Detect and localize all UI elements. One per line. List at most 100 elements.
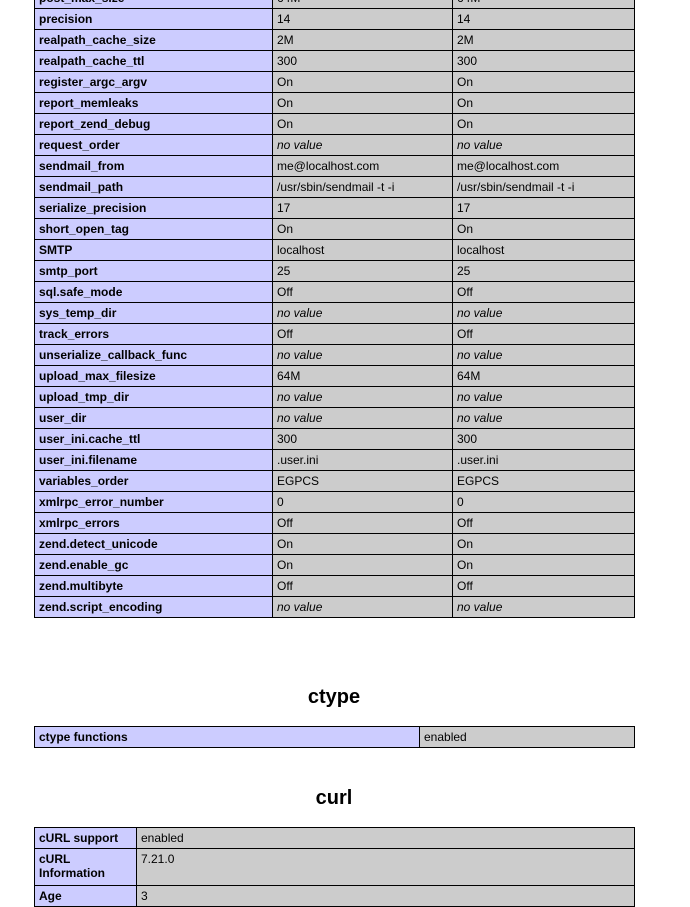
master-value: On: [452, 71, 635, 93]
table-row: zend.detect_unicode On On: [34, 533, 635, 555]
master-value: 64M: [452, 365, 635, 387]
master-value: On: [452, 533, 635, 555]
ctype-table: ctype functions enabled: [34, 726, 635, 748]
no-value: no value: [457, 411, 503, 425]
local-value: 64M: [272, 365, 453, 387]
local-value: On: [272, 218, 453, 240]
directive-name: sys_temp_dir: [34, 302, 273, 324]
local-value: Off: [272, 512, 453, 534]
directive-name: zend.multibyte: [34, 575, 273, 597]
directive-name: xmlrpc_error_number: [34, 491, 273, 513]
local-value: Off: [272, 281, 453, 303]
no-value: no value: [457, 306, 503, 320]
directive-name: smtp_port: [34, 260, 273, 282]
local-value: On: [272, 533, 453, 555]
master-value: Off: [452, 323, 635, 345]
table-row: realpath_cache_size 2M 2M: [34, 29, 635, 51]
directive-name: realpath_cache_size: [34, 29, 273, 51]
directive-name: xmlrpc_errors: [34, 512, 273, 534]
local-value: /usr/sbin/sendmail -t -i: [272, 176, 453, 198]
local-value: On: [272, 554, 453, 576]
local-value: no value: [272, 386, 453, 408]
master-value: 300: [452, 428, 635, 450]
no-value: no value: [277, 411, 323, 425]
directive-name: zend.enable_gc: [34, 554, 273, 576]
table-row: track_errors Off Off: [34, 323, 635, 345]
directive-name: upload_tmp_dir: [34, 386, 273, 408]
local-value: no value: [272, 344, 453, 366]
master-value: no value: [452, 386, 635, 408]
master-value: 25: [452, 260, 635, 282]
table-row: register_argc_argv On On: [34, 71, 635, 93]
local-value: no value: [272, 134, 453, 156]
core-directives-table: post_max_size64M64Mprecision1414realpath…: [34, 0, 635, 618]
master-value: 17: [452, 197, 635, 219]
table-row: sys_temp_dir no value no value: [34, 302, 635, 324]
master-value: 64M: [452, 0, 635, 9]
master-value: 300: [452, 50, 635, 72]
local-value: 300: [272, 428, 453, 450]
master-value: no value: [452, 134, 635, 156]
table-row: zend.script_encoding no value no value: [34, 596, 635, 618]
no-value: no value: [457, 600, 503, 614]
table-row: ctype functions enabled: [34, 726, 635, 748]
directive-name: report_zend_debug: [34, 113, 273, 135]
local-value: no value: [272, 407, 453, 429]
directive-name: Age: [34, 885, 137, 907]
master-value: no value: [452, 344, 635, 366]
section-title-curl: curl: [315, 787, 353, 809]
directive-name: cURL support: [34, 827, 137, 849]
master-value: no value: [452, 596, 635, 618]
local-value: localhost: [272, 239, 453, 261]
table-row: cURL Information 7.21.0: [34, 848, 635, 886]
directive-name: register_argc_argv: [34, 71, 273, 93]
local-value: 2M: [272, 29, 453, 51]
table-row: user_dir no value no value: [34, 407, 635, 429]
table-row: short_open_tag On On: [34, 218, 635, 240]
table-row: upload_tmp_dir no value no value: [34, 386, 635, 408]
directive-name: ctype functions: [34, 726, 420, 748]
local-value: Off: [272, 323, 453, 345]
master-value: On: [452, 113, 635, 135]
no-value: no value: [277, 390, 323, 404]
no-value: no value: [457, 138, 503, 152]
table-row: zend.multibyte Off Off: [34, 575, 635, 597]
master-value: On: [452, 92, 635, 114]
directive-name: sendmail_from: [34, 155, 273, 177]
table-row: Age 3: [34, 885, 635, 907]
no-value: no value: [457, 390, 503, 404]
directive-name: user_ini.filename: [34, 449, 273, 471]
local-value: EGPCS: [272, 470, 453, 492]
local-value: enabled: [136, 827, 635, 849]
table-row: sendmail_from me@localhost.com me@localhos…: [34, 155, 635, 177]
master-value: 14: [452, 8, 635, 30]
local-value: 14: [272, 8, 453, 30]
table-row: request_order no value no value: [34, 134, 635, 156]
table-row: report_memleaks On On: [34, 92, 635, 114]
directive-name: upload_max_filesize: [34, 365, 273, 387]
table-row: unserialize_callback_func no value no valu…: [34, 344, 635, 366]
directive-name: request_order: [34, 134, 273, 156]
local-value: no value: [272, 596, 453, 618]
directive-name: sendmail_path: [34, 176, 273, 198]
local-value: enabled: [419, 726, 635, 748]
no-value: no value: [457, 348, 503, 362]
local-value: me@localhost.com: [272, 155, 453, 177]
table-row: user_ini.cache_ttl 300 300: [34, 428, 635, 450]
local-value: 0: [272, 491, 453, 513]
directive-name: user_ini.cache_ttl: [34, 428, 273, 450]
master-value: .user.ini: [452, 449, 635, 471]
table-row: upload_max_filesize 64M 64M: [34, 365, 635, 387]
master-value: Off: [452, 281, 635, 303]
directive-name: precision: [34, 8, 273, 30]
directive-name: user_dir: [34, 407, 273, 429]
table-row: user_ini.filename .user.ini .user.ini: [34, 449, 635, 471]
master-value: me@localhost.com: [452, 155, 635, 177]
local-value: Off: [272, 575, 453, 597]
curl-table: cURL support enabled cURL Information 7.21.…: [34, 827, 635, 907]
no-value: no value: [277, 600, 323, 614]
table-row: xmlrpc_error_number 0 0: [34, 491, 635, 513]
table-row: SMTP localhost localhost: [34, 239, 635, 261]
table-row: sql.safe_mode Off Off: [34, 281, 635, 303]
